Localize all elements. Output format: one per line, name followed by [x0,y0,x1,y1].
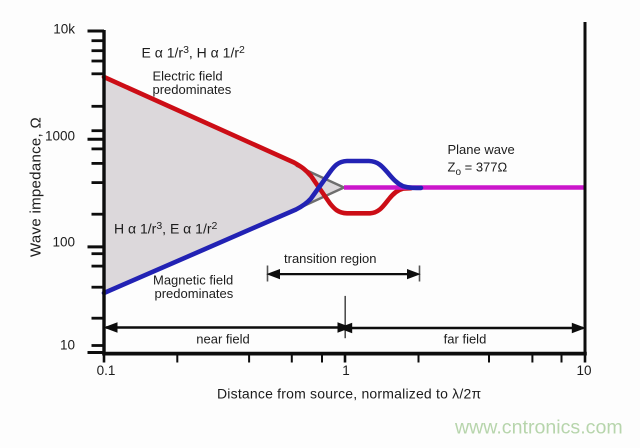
svg-text:Zo = 377Ω: Zo = 377Ω [448,160,508,179]
svg-text:Distance from source, normaliz: Distance from source, normalized to λ/2π [217,386,481,402]
svg-text:10k: 10k [53,22,75,37]
svg-text:www.cntronics.com: www.cntronics.com [454,417,623,439]
svg-text:H α 1/r3, E α 1/r2: H α 1/r3, E α 1/r2 [114,220,218,237]
svg-text:predominates: predominates [153,82,232,97]
svg-text:predominates: predominates [155,286,234,301]
svg-text:Electric field: Electric field [153,69,223,84]
svg-text:1: 1 [342,363,350,378]
svg-text:10: 10 [576,363,591,378]
svg-text:transition region: transition region [284,251,377,266]
svg-text:1000: 1000 [45,129,75,144]
svg-text:far field: far field [444,332,487,347]
svg-text:E α 1/r3, H α 1/r2: E α 1/r3, H α 1/r2 [142,44,246,61]
svg-text:0.1: 0.1 [97,363,116,378]
svg-text:10: 10 [60,338,75,353]
svg-text:Plane wave: Plane wave [448,142,515,157]
svg-text:100: 100 [52,235,75,250]
svg-text:near field: near field [196,332,249,347]
svg-text:Wave impedance, Ω: Wave impedance, Ω [28,117,45,257]
svg-text:Magnetic field: Magnetic field [153,273,233,288]
